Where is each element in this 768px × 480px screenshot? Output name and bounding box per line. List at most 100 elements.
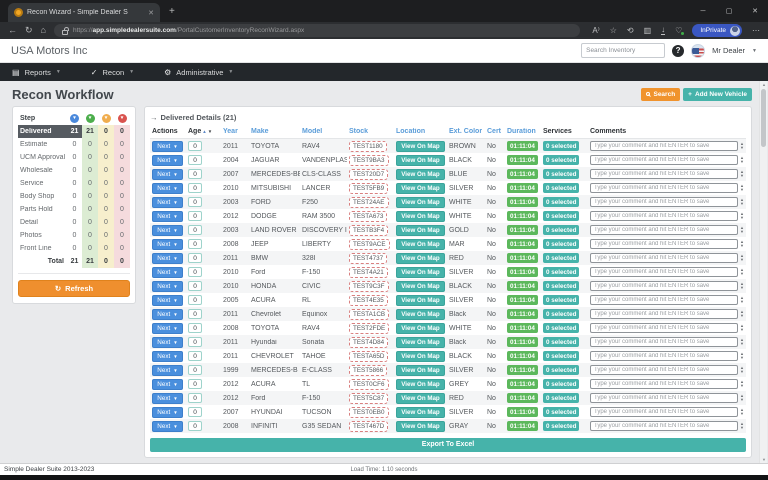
inprivate-badge[interactable]: InPrivate bbox=[692, 24, 742, 37]
nav-item-reports[interactable]: ▤ Reports ▼ bbox=[12, 67, 61, 77]
next-action-button[interactable]: Next ▼ bbox=[152, 364, 183, 376]
step-row-parts-hold[interactable]: Parts Hold 0 0 0 0 bbox=[18, 203, 130, 216]
scroll-up-icon[interactable]: ▲ bbox=[740, 351, 744, 356]
services-selector[interactable]: 0 selected bbox=[543, 183, 580, 193]
step-row-detail[interactable]: Detail 0 0 0 0 bbox=[18, 216, 130, 229]
scroll-down-icon[interactable]: ▼ bbox=[740, 215, 744, 220]
comment-scroll-arrows[interactable]: ▲ ▼ bbox=[740, 212, 744, 220]
window-close-button[interactable]: ✕ bbox=[752, 8, 758, 15]
scroll-up-icon[interactable]: ▲ bbox=[740, 225, 744, 230]
scroll-up-icon[interactable]: ▲ bbox=[740, 267, 744, 272]
age-input[interactable] bbox=[188, 211, 202, 221]
age-input[interactable] bbox=[188, 197, 202, 207]
scroll-down-icon[interactable]: ▼ bbox=[740, 271, 744, 276]
comment-scroll-arrows[interactable]: ▲ ▼ bbox=[740, 184, 744, 192]
scroll-down-icon[interactable]: ▼ bbox=[740, 243, 744, 248]
view-on-map-button[interactable]: View On Map bbox=[396, 364, 445, 376]
scroll-up-icon[interactable]: ▲ bbox=[740, 421, 744, 426]
services-selector[interactable]: 0 selected bbox=[543, 253, 580, 263]
comment-scroll-arrows[interactable]: ▲ ▼ bbox=[740, 254, 744, 262]
scroll-down-icon[interactable]: ▼ bbox=[740, 425, 744, 430]
scroll-down-icon[interactable]: ▼ bbox=[740, 299, 744, 304]
comment-input[interactable] bbox=[590, 351, 739, 361]
comment-input[interactable] bbox=[590, 365, 739, 375]
age-input[interactable] bbox=[188, 155, 202, 165]
column-header-stock[interactable]: Stock bbox=[349, 127, 369, 135]
services-selector[interactable]: 0 selected bbox=[543, 169, 580, 179]
age-input[interactable] bbox=[188, 393, 202, 403]
next-action-button[interactable]: Next ▼ bbox=[152, 378, 183, 390]
extensions-icon[interactable]: ⟲ bbox=[626, 26, 634, 35]
scroll-up-icon[interactable]: ▲ bbox=[762, 82, 766, 87]
comment-input[interactable] bbox=[590, 295, 739, 305]
age-input[interactable] bbox=[188, 365, 202, 375]
comment-input[interactable] bbox=[590, 407, 739, 417]
step-row-wholesale[interactable]: Wholesale 0 0 0 0 bbox=[18, 164, 130, 177]
services-selector[interactable]: 0 selected bbox=[543, 393, 580, 403]
page-scrollbar[interactable]: ▲ ▼ bbox=[759, 81, 767, 463]
help-icon[interactable]: ? bbox=[672, 44, 685, 57]
scroll-up-icon[interactable]: ▲ bbox=[740, 309, 744, 314]
next-action-button[interactable]: Next ▼ bbox=[152, 224, 183, 236]
scroll-down-icon[interactable]: ▼ bbox=[740, 285, 744, 290]
next-action-button[interactable]: Next ▼ bbox=[152, 196, 183, 208]
comment-input[interactable] bbox=[590, 211, 739, 221]
tab-close-icon[interactable]: ✕ bbox=[148, 9, 154, 17]
services-selector[interactable]: 0 selected bbox=[543, 141, 580, 151]
comment-input[interactable] bbox=[590, 323, 739, 333]
scroll-up-icon[interactable]: ▲ bbox=[740, 379, 744, 384]
comment-scroll-arrows[interactable]: ▲ ▼ bbox=[740, 142, 744, 150]
view-on-map-button[interactable]: View On Map bbox=[396, 224, 445, 236]
column-header-age[interactable]: Age▲▼ bbox=[188, 127, 213, 135]
comment-scroll-arrows[interactable]: ▲ ▼ bbox=[740, 268, 744, 276]
scroll-down-icon[interactable]: ▼ bbox=[740, 327, 744, 332]
step-row-front-line[interactable]: Front Line 0 0 0 0 bbox=[18, 242, 130, 255]
age-input[interactable] bbox=[188, 183, 202, 193]
url-bar[interactable]: https://app.simpledealersuite.com/Portal… bbox=[53, 24, 581, 37]
search-button[interactable]: Search bbox=[641, 87, 681, 101]
split-screen-icon[interactable]: ▥ bbox=[643, 26, 652, 35]
step-row-delivered[interactable]: Delivered 21 21 0 0 bbox=[18, 125, 130, 138]
comment-input[interactable] bbox=[590, 421, 739, 431]
next-action-button[interactable]: Next ▼ bbox=[152, 308, 183, 320]
comment-input[interactable] bbox=[590, 239, 739, 249]
comment-input[interactable] bbox=[590, 253, 739, 263]
user-menu[interactable]: Mr Dealer bbox=[712, 46, 746, 55]
services-selector[interactable]: 0 selected bbox=[543, 407, 580, 417]
comment-input[interactable] bbox=[590, 183, 739, 193]
scroll-up-icon[interactable]: ▲ bbox=[740, 183, 744, 188]
scroll-down-icon[interactable]: ▼ bbox=[740, 159, 744, 164]
comment-input[interactable] bbox=[590, 169, 739, 179]
next-action-button[interactable]: Next ▼ bbox=[152, 154, 183, 166]
step-row-ucm-approval[interactable]: UCM Approval 0 0 0 0 bbox=[18, 151, 130, 164]
comment-input[interactable] bbox=[590, 225, 739, 235]
age-input[interactable] bbox=[188, 239, 202, 249]
services-selector[interactable]: 0 selected bbox=[543, 337, 580, 347]
age-input[interactable] bbox=[188, 351, 202, 361]
scroll-down-icon[interactable]: ▼ bbox=[740, 173, 744, 178]
comment-input[interactable] bbox=[590, 393, 739, 403]
step-row-body-shop[interactable]: Body Shop 0 0 0 0 bbox=[18, 190, 130, 203]
comment-scroll-arrows[interactable]: ▲ ▼ bbox=[740, 310, 744, 318]
comment-scroll-arrows[interactable]: ▲ ▼ bbox=[740, 240, 744, 248]
column-header-model[interactable]: Model bbox=[302, 127, 323, 135]
services-selector[interactable]: 0 selected bbox=[543, 421, 580, 431]
view-on-map-button[interactable]: View On Map bbox=[396, 168, 445, 180]
back-icon[interactable]: ← bbox=[8, 25, 17, 35]
comment-scroll-arrows[interactable]: ▲ ▼ bbox=[740, 352, 744, 360]
step-row-photos[interactable]: Photos 0 0 0 0 bbox=[18, 229, 130, 242]
next-action-button[interactable]: Next ▼ bbox=[152, 168, 183, 180]
comment-scroll-arrows[interactable]: ▲ ▼ bbox=[740, 380, 744, 388]
scroll-up-icon[interactable]: ▲ bbox=[740, 155, 744, 160]
age-input[interactable] bbox=[188, 407, 202, 417]
comment-scroll-arrows[interactable]: ▲ ▼ bbox=[740, 338, 744, 346]
age-input[interactable] bbox=[188, 141, 202, 151]
services-selector[interactable]: 0 selected bbox=[543, 225, 580, 235]
comment-input[interactable] bbox=[590, 155, 739, 165]
next-action-button[interactable]: Next ▼ bbox=[152, 392, 183, 404]
view-on-map-button[interactable]: View On Map bbox=[396, 140, 445, 152]
search-inventory-input[interactable] bbox=[581, 43, 666, 58]
refresh-button[interactable]: ↻ Refresh bbox=[18, 280, 130, 297]
sort-asc-icon[interactable]: ▲ bbox=[202, 128, 207, 134]
favorites-star-icon[interactable]: ☆ bbox=[609, 26, 617, 35]
